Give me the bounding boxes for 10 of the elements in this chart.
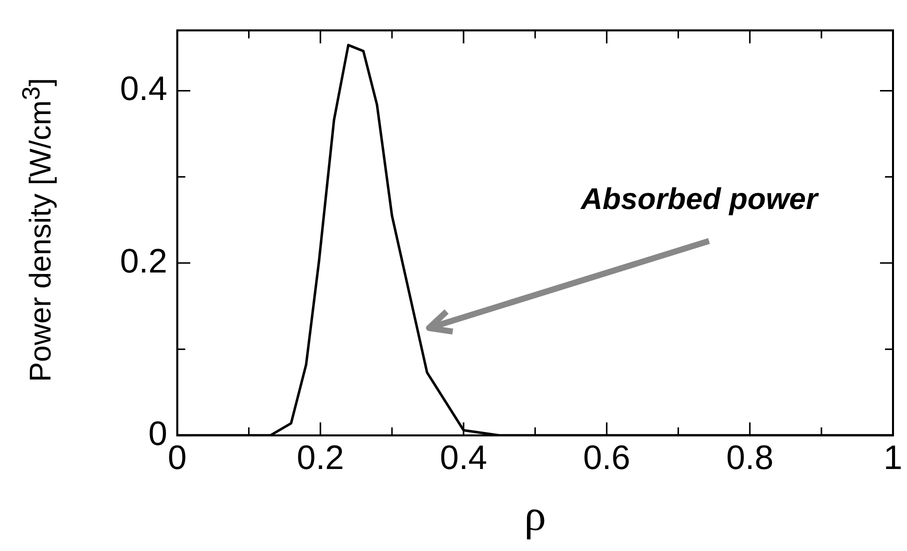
- annotation: Absorbed power: [580, 182, 818, 217]
- y-tick-label: 0: [148, 414, 168, 453]
- x-tick-label: 0.8: [726, 439, 774, 478]
- y-tick-label: 0.2: [120, 242, 168, 280]
- x-tick-label: 1: [884, 439, 902, 478]
- x-tick-label: 0.6: [583, 439, 630, 478]
- x-tick-label: 0.4: [440, 439, 488, 478]
- y-tick-label: 0.4: [120, 70, 168, 108]
- x-tick-label: 0.2: [296, 439, 344, 478]
- x-axis-title: ρ: [524, 491, 546, 540]
